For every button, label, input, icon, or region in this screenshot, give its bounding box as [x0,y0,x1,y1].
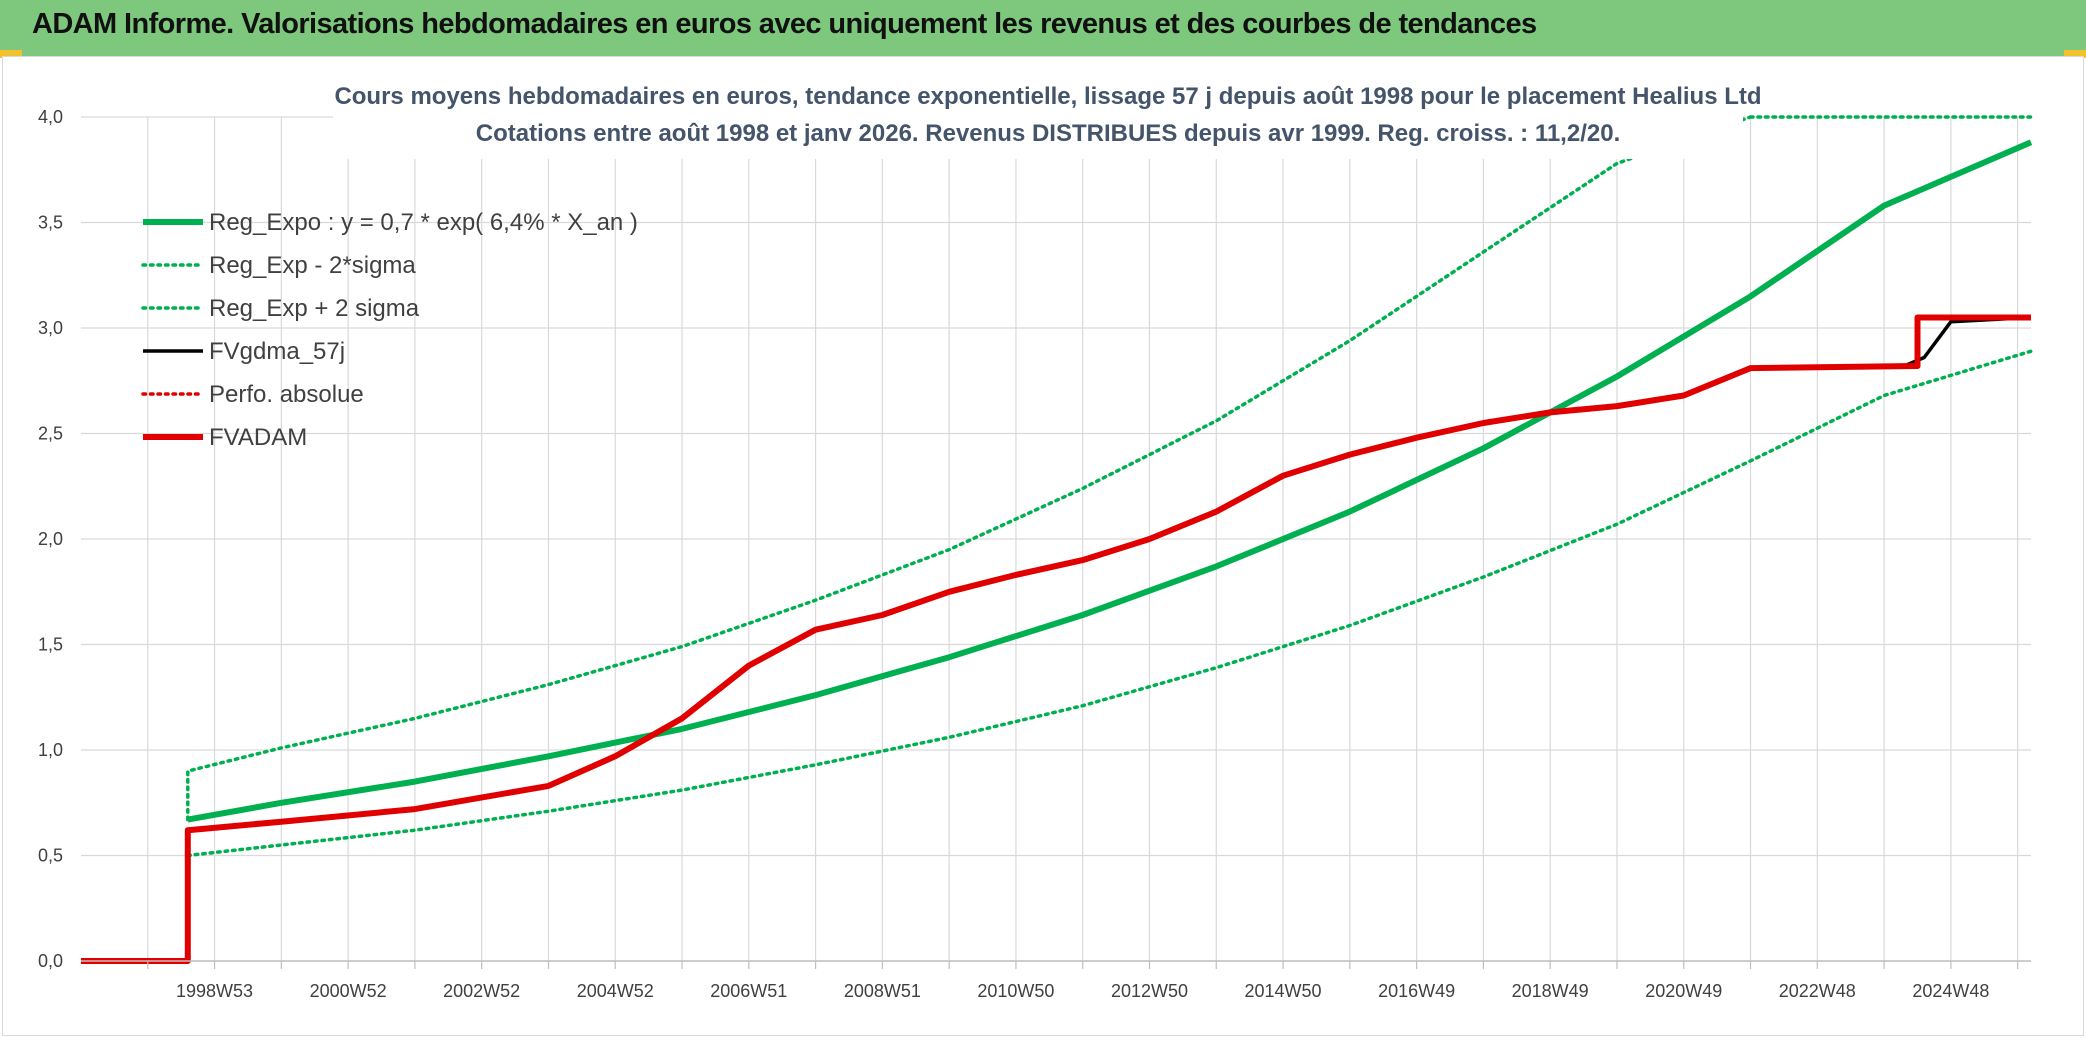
x-tick-label: 2008W51 [844,981,921,1001]
subtitle-backing [333,77,1743,159]
subtitle-line: Cours moyens hebdomadaires en euros, ten… [334,83,1761,110]
x-tick-label: 2000W52 [310,981,387,1001]
legend-entry: Reg_Expo : y = 0,7 * exp( 6,4% * X_an ) [209,209,638,236]
x-tick-label: 2004W52 [577,981,654,1001]
series-line-5 [81,314,2031,964]
x-tick-label: 2010W50 [977,981,1054,1001]
x-tick-label: 2024W48 [1912,981,1989,1001]
y-tick-label: 1,0 [38,740,63,760]
legend-entry: Reg_Exp - 2*sigma [209,252,416,279]
chart-area: 0,0 0,5 1,0 1,5 2,0 2,5 3,0 3,5 4,0 1998W53 2000W5… [2,56,2084,1036]
axes: 0,0 0,5 1,0 1,5 2,0 2,5 3,0 3,5 4,0 1998W53 2000W5… [38,107,2031,1001]
series-line-2 [186,115,1753,822]
y-tick-label: 4,0 [38,107,63,127]
series-line-3 [81,315,2032,963]
x-tick-label: 2022W48 [1779,981,1856,1001]
y-tick-label: 0,5 [38,846,63,866]
legend-entry: FVADAM [209,424,307,451]
y-tick-label: 2,0 [38,529,63,549]
subtitle-line: Cotations entre août 1998 et janv 2026. … [476,120,1620,147]
title-banner: ADAM Informe. Valorisations hebdomadaire… [0,0,2086,56]
x-tick-label: 2014W50 [1245,981,1322,1001]
legend-entry: Perfo. absolue [209,381,364,408]
series-layer [81,115,2033,964]
corner-marker-right [2064,50,2086,58]
legend-entry: FVgdma_57j [209,338,345,365]
y-tick-label: 1,5 [38,635,63,655]
chart-subtitle: Cours moyens hebdomadaires en euros, ten… [333,77,1762,159]
x-tick-label: 2016W49 [1378,981,1455,1001]
series-line-1 [186,349,2033,858]
x-tick-label: 2018W49 [1512,981,1589,1001]
legend-entry: Reg_Exp + 2 sigma [209,295,420,322]
x-tick-label: 2012W50 [1111,981,1188,1001]
x-tick-label: 2006W51 [710,981,787,1001]
legend: Reg_Expo : y = 0,7 * exp( 6,4% * X_an ) R… [141,209,638,451]
x-tick-label: 2020W49 [1645,981,1722,1001]
chart-svg: 0,0 0,5 1,0 1,5 2,0 2,5 3,0 3,5 4,0 1998W53 2000W5… [38,77,2033,1001]
corner-marker-left [0,50,22,58]
page-title: ADAM Informe. Valorisations hebdomadaire… [32,8,1537,40]
y-tick-label: 3,5 [38,213,63,233]
series-line-0 [187,139,2033,823]
x-tick-label: 1998W53 [176,981,253,1001]
y-tick-label: 0,0 [38,951,63,971]
y-tick-label: 3,0 [38,318,63,338]
x-tick-label: 2002W52 [443,981,520,1001]
y-tick-label: 2,5 [38,424,63,444]
